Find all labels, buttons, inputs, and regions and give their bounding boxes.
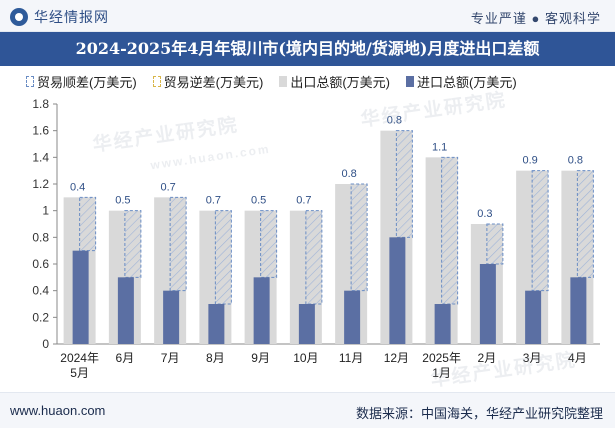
import-bar bbox=[525, 290, 542, 344]
data-label: 0.9 bbox=[522, 155, 537, 167]
surplus-bar bbox=[350, 183, 368, 292]
legend-item-surplus[interactable]: 贸易顺差(万美元) bbox=[26, 72, 137, 91]
footer-source: 数据来源：中国海关，华经产业研究院整理 bbox=[355, 406, 603, 421]
y-tick-label: 0 bbox=[42, 337, 49, 351]
surplus-bar bbox=[441, 156, 459, 305]
legend-swatch-import bbox=[406, 76, 415, 87]
surplus-bar bbox=[124, 210, 142, 278]
import-bar bbox=[208, 304, 225, 344]
data-label: 0.5 bbox=[251, 195, 266, 207]
x-tick-label: 12月 bbox=[384, 351, 409, 365]
data-label: 0.3 bbox=[477, 208, 492, 220]
x-tick-label: 8月 bbox=[206, 351, 225, 365]
footer: www.huaon.com 数据来源：中国海关，华经产业研究院整理 bbox=[0, 392, 615, 428]
data-label: 0.5 bbox=[115, 195, 130, 207]
data-label: 0.8 bbox=[568, 155, 583, 167]
import-bar bbox=[298, 304, 315, 344]
x-tick-label: 2月 bbox=[478, 351, 497, 365]
surplus-bar bbox=[576, 170, 594, 278]
import-bar bbox=[389, 237, 406, 344]
x-tick-label: 7月 bbox=[161, 351, 180, 365]
surplus-bar bbox=[169, 196, 187, 292]
legend-item-export[interactable]: 出口总额(万美元) bbox=[279, 72, 390, 91]
legend-label-import: 进口总额(万美元) bbox=[417, 75, 517, 90]
import-bar bbox=[117, 277, 134, 344]
data-label: 0.7 bbox=[296, 195, 311, 207]
data-label: 0.8 bbox=[341, 168, 356, 180]
y-tick-label: 0.8 bbox=[32, 230, 49, 244]
y-tick-label: 1.4 bbox=[32, 150, 49, 164]
footer-website[interactable]: www.huaon.com bbox=[10, 403, 106, 418]
logo[interactable]: 华经情报网 bbox=[10, 7, 109, 27]
x-tick-label: 1月 bbox=[432, 366, 451, 380]
import-bar bbox=[163, 290, 180, 344]
y-tick-label: 1.2 bbox=[32, 177, 49, 191]
import-bar bbox=[479, 264, 496, 344]
legend-label-surplus: 贸易顺差(万美元) bbox=[37, 75, 137, 90]
legend-item-deficit[interactable]: 贸易逆差(万美元) bbox=[152, 72, 264, 91]
y-tick-label: 0.2 bbox=[32, 310, 49, 324]
legend-swatch-deficit bbox=[152, 76, 161, 87]
import-bar bbox=[434, 304, 451, 344]
y-tick-label: 1.8 bbox=[32, 97, 49, 111]
data-label: 0.8 bbox=[387, 115, 402, 127]
x-tick-label: 2025年 bbox=[422, 351, 461, 365]
top-bar: 华经情报网 专业严谨 ● 客观科学 bbox=[0, 0, 615, 32]
chart-title: 2024-2025年4月年银川市(境内目的地/货源地)月度进出口差额 bbox=[75, 39, 540, 58]
surplus-bar bbox=[79, 196, 97, 252]
logo-text: 华经情报网 bbox=[34, 9, 109, 25]
surplus-bar bbox=[531, 170, 549, 292]
data-label: 0.7 bbox=[206, 195, 221, 207]
legend-label-deficit: 贸易逆差(万美元) bbox=[163, 75, 264, 90]
title-bar: 2024-2025年4月年银川市(境内目的地/货源地)月度进出口差额 bbox=[0, 32, 615, 66]
x-tick-label: 3月 bbox=[523, 351, 542, 365]
x-tick-label: 5月 bbox=[70, 366, 89, 380]
import-bar bbox=[570, 277, 587, 344]
surplus-bar bbox=[395, 130, 413, 238]
y-tick-label: 1.6 bbox=[32, 124, 49, 138]
y-tick-label: 0.4 bbox=[32, 284, 49, 298]
legend-swatch-export bbox=[279, 76, 288, 87]
surplus-bar bbox=[305, 210, 323, 305]
x-tick-label: 2024年 bbox=[60, 351, 99, 365]
legend-label-export: 出口总额(万美元) bbox=[290, 75, 391, 90]
import-bar bbox=[344, 290, 361, 344]
surplus-bar bbox=[214, 210, 232, 305]
legend: 贸易顺差(万美元) 贸易逆差(万美元) 出口总额(万美元) 进口总额(万美元) bbox=[26, 72, 606, 91]
x-tick-label: 10月 bbox=[293, 351, 318, 365]
legend-swatch-surplus bbox=[26, 76, 34, 87]
logo-icon bbox=[10, 8, 28, 26]
x-tick-label: 9月 bbox=[251, 351, 270, 365]
x-tick-label: 11月 bbox=[339, 351, 363, 365]
surplus-bar bbox=[260, 210, 278, 278]
legend-item-import[interactable]: 进口总额(万美元) bbox=[406, 72, 517, 91]
y-tick-label: 1 bbox=[42, 204, 49, 218]
import-bar bbox=[72, 250, 89, 344]
slogan: 专业严谨 ● 客观科学 bbox=[470, 11, 601, 26]
surplus-bar bbox=[486, 223, 504, 265]
data-label: 1.1 bbox=[432, 141, 447, 153]
y-tick-label: 0.6 bbox=[32, 257, 49, 271]
x-tick-label: 4月 bbox=[568, 351, 587, 365]
x-tick-label: 6月 bbox=[116, 351, 135, 365]
data-label: 0.7 bbox=[160, 181, 175, 193]
import-bar bbox=[253, 277, 270, 344]
data-label: 0.4 bbox=[70, 181, 85, 193]
